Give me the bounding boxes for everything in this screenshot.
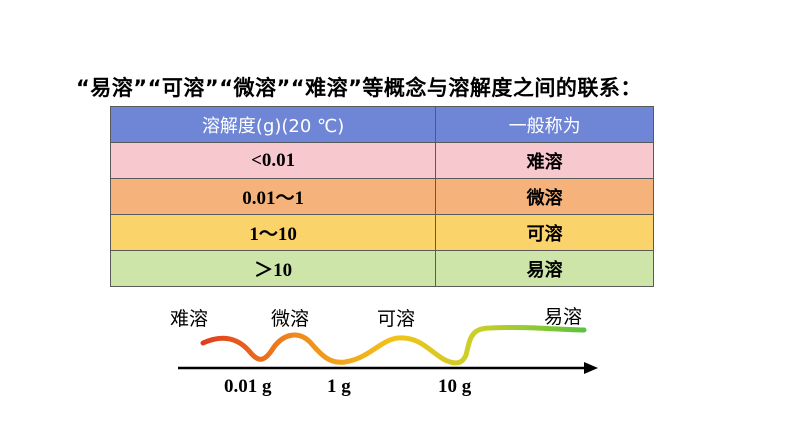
cell-range: ＞10 — [109, 250, 437, 287]
solubility-table: 溶解度(g)(20 ℃) 一般称为 <0.01 难溶 0.01～1 微溶 1～1… — [109, 106, 654, 287]
tick-label-0-01g: 0.01 g — [224, 376, 272, 397]
tick-label-10g: 10 g — [438, 376, 472, 397]
page-heading: “易溶”“可溶”“微溶”“难溶”等概念与溶解度之间的联系： — [76, 76, 642, 100]
scale-label-slightly-soluble: 微溶 — [271, 308, 310, 330]
scale-label-insoluble: 难溶 — [170, 308, 209, 330]
table-row: ＞10 易溶 — [109, 250, 654, 287]
table-row: 1～10 可溶 — [109, 214, 654, 251]
header-name: 一般称为 — [435, 106, 654, 143]
table-row: 0.01～1 微溶 — [109, 178, 654, 215]
header-solubility: 溶解度(g)(20 ℃) — [109, 106, 437, 143]
solubility-wave — [200, 324, 587, 366]
scale-label-easily-soluble: 易溶 — [544, 306, 583, 328]
scale-label-soluble: 可溶 — [377, 308, 416, 330]
cell-range: <0.01 — [109, 142, 437, 179]
cell-name: 微溶 — [435, 178, 654, 215]
cell-range: 1～10 — [109, 214, 437, 251]
cell-name: 易溶 — [435, 250, 654, 287]
cell-name: 可溶 — [435, 214, 654, 251]
tick-label-1g: 1 g — [327, 376, 351, 397]
cell-name: 难溶 — [435, 142, 654, 179]
cell-range: 0.01～1 — [109, 178, 437, 215]
table-row: <0.01 难溶 — [109, 142, 654, 179]
table-header-row: 溶解度(g)(20 ℃) 一般称为 — [109, 106, 654, 143]
axis-arrow-icon — [584, 362, 598, 374]
